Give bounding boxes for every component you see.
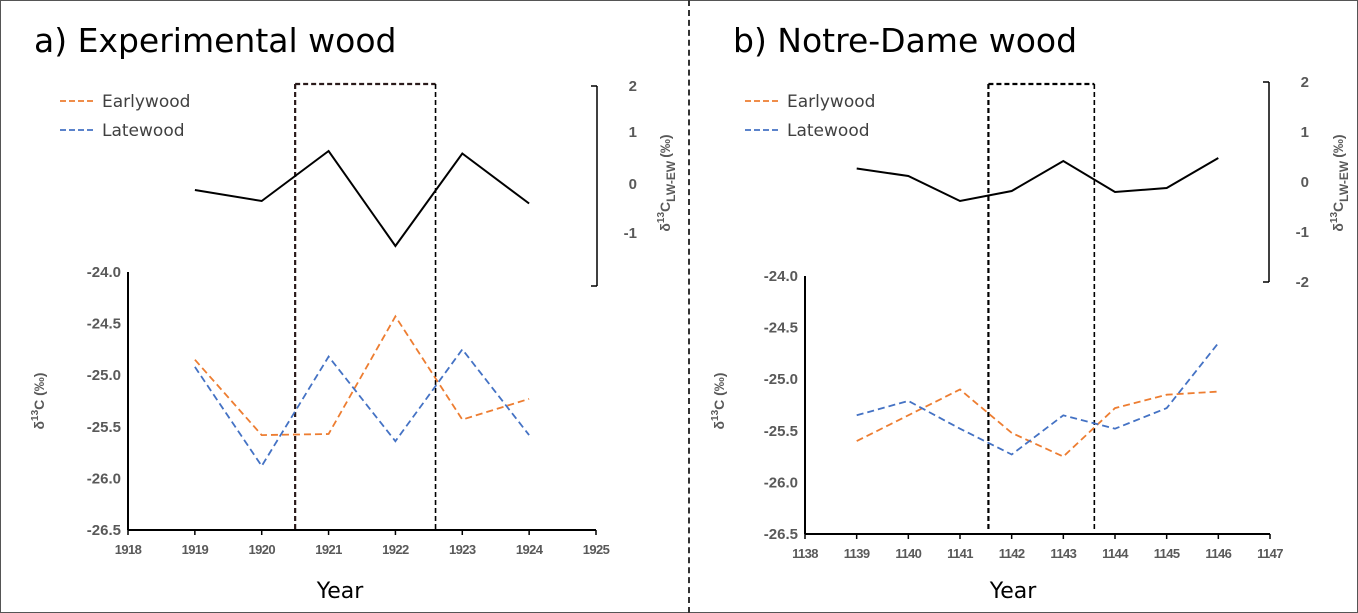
- secondary-y-axis-title: δ13CLW-EW (‰): [1329, 134, 1351, 231]
- primary-y-tick-label: -24.0: [764, 268, 798, 285]
- x-tick-label: 1921: [315, 542, 342, 557]
- primary-y-tick-label: -24.5: [87, 316, 121, 333]
- latewood-line: [194, 347, 530, 468]
- primary-y-axis-title: δ13C (‰): [710, 373, 727, 430]
- legend-label-earlywood: Earlywood: [102, 92, 190, 112]
- y-title-delta: δ: [711, 421, 727, 430]
- earlywood-line: [194, 314, 530, 437]
- x-tick-label: 1925: [583, 542, 610, 557]
- primary-y-tick-label: -25.0: [87, 367, 121, 384]
- chart-panel-b: b) Notre-Dame wood -24.0 -24.5 -25.0 -25.5 -2…: [710, 21, 1351, 604]
- secondary-y-tick-label: -1: [1296, 224, 1309, 241]
- primary-y-tick-label: -25.5: [87, 419, 121, 436]
- sec-title-delta: δ: [1330, 223, 1346, 232]
- difference-line: [194, 149, 530, 248]
- primary-y-tick-label: -26.5: [764, 526, 798, 543]
- secondary-y-tick-label: 0: [629, 176, 637, 193]
- x-axis-title: Year: [989, 579, 1038, 604]
- x-tick-label: 1141: [947, 546, 973, 561]
- secondary-y-tick-label: -2: [1296, 274, 1309, 291]
- sec-title-delta: δ: [657, 223, 673, 232]
- primary-y-tick-label: -26.5: [87, 522, 121, 539]
- secondary-y-axis-title: δ13CLW-EW (‰): [656, 134, 678, 231]
- primary-y-tick-label: -24.5: [764, 320, 798, 337]
- x-tick-label: 1920: [248, 542, 275, 557]
- panel-title: a) Experimental wood: [34, 21, 396, 60]
- x-tick-label: 1922: [382, 542, 409, 557]
- x-tick-label: 1143: [1050, 546, 1076, 561]
- sec-title-tail: (‰): [1330, 134, 1346, 157]
- x-tick-label: 1144: [1102, 546, 1129, 561]
- primary-y-tick-label: -24.0: [87, 264, 121, 281]
- x-tick-label: 1138: [792, 546, 818, 561]
- y-title-sup: 13: [710, 409, 721, 421]
- latewood-line: [856, 342, 1220, 456]
- primary-y-tick-label: -26.0: [87, 470, 121, 487]
- panel-title: b) Notre-Dame wood: [733, 21, 1077, 60]
- primary-y-tick-label: -25.5: [764, 423, 798, 440]
- y-title-rest: C (‰): [31, 373, 47, 410]
- sec-title-sup: 13: [656, 212, 667, 224]
- secondary-y-tick-label: 1: [629, 124, 637, 141]
- sec-title-c: C: [1330, 202, 1346, 212]
- sec-title-sub: LW-EW: [1337, 160, 1351, 202]
- x-tick-label: 1923: [449, 542, 476, 557]
- sec-title-sup: 13: [1329, 212, 1340, 224]
- x-tick-label: 1919: [182, 542, 209, 557]
- primary-y-tick-label: -25.0: [764, 371, 798, 388]
- y-title-delta: δ: [31, 421, 47, 430]
- x-tick-label: 1924: [516, 542, 544, 557]
- primary-y-axis-title: δ13C (‰): [30, 373, 47, 430]
- panel-divider: [688, 0, 690, 613]
- legend-label-latewood: Latewood: [787, 121, 870, 141]
- x-tick-label: 1918: [115, 542, 142, 557]
- sec-title-tail: (‰): [657, 134, 673, 157]
- secondary-y-tick-label: 2: [1301, 74, 1309, 91]
- x-tick-label: 1142: [999, 546, 1025, 561]
- x-tick-label: 1147: [1257, 546, 1283, 561]
- earlywood-line: [856, 388, 1219, 458]
- secondary-y-tick-label: 1: [1301, 124, 1309, 141]
- legend-label-earlywood: Earlywood: [787, 92, 875, 112]
- sec-title-sub: LW-EW: [664, 160, 678, 202]
- y-title-rest: C (‰): [711, 373, 727, 410]
- difference-line: [856, 157, 1219, 203]
- x-tick-label: 1146: [1205, 546, 1231, 561]
- sec-title-c: C: [657, 202, 673, 212]
- x-axis-title: Year: [316, 579, 365, 604]
- x-tick-label: 1139: [844, 546, 870, 561]
- secondary-y-tick-label: 0: [1301, 174, 1309, 191]
- secondary-y-tick-label: 2: [629, 78, 637, 95]
- secondary-y-tick-label: -1: [624, 225, 637, 242]
- y-title-sup: 13: [30, 409, 41, 421]
- legend-label-latewood: Latewood: [102, 121, 185, 141]
- x-tick-label: 1145: [1154, 546, 1180, 561]
- chart-panel-a: a) Experimental wood -24.0 -24.5 -25.0 -25.5…: [30, 21, 678, 604]
- x-tick-label: 1140: [895, 546, 921, 561]
- primary-y-tick-label: -26.0: [764, 474, 798, 491]
